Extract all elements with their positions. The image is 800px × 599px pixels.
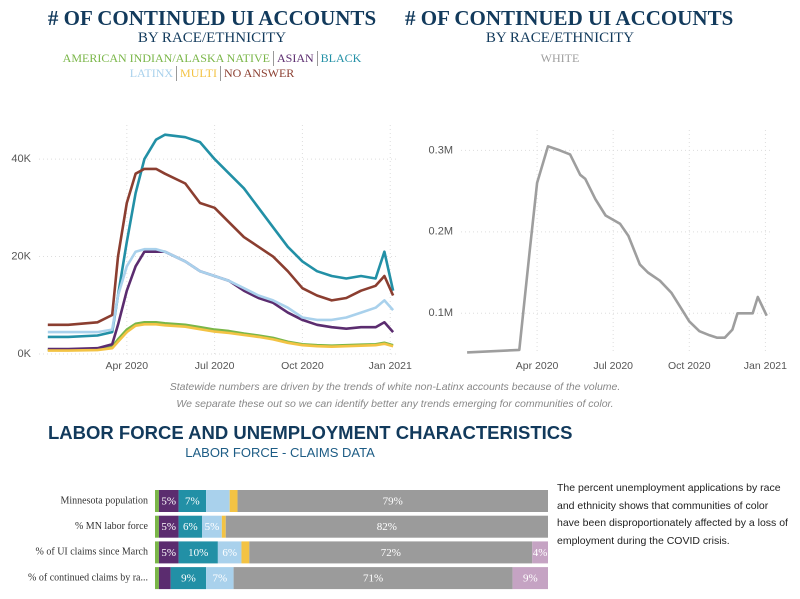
chart-subtitle: LABOR FORCE - CLAIMS DATA (185, 445, 375, 460)
bar-segment (229, 490, 238, 512)
bar-segment (512, 567, 548, 590)
y-tick-label: 0.2M (429, 226, 453, 238)
series-line (47, 133, 395, 339)
chart-title: LABOR FORCE AND UNEMPLOYMENT CHARACTERIS… (48, 422, 573, 443)
bar-segment (237, 490, 548, 512)
x-tick-label: Apr 2020 (516, 360, 559, 372)
value-label: 10% (188, 547, 208, 559)
legend-entry: BLACK (316, 51, 361, 66)
category-label: % MN labor force (75, 521, 149, 532)
chart-subtitle: BY RACE/ETHNICITY (137, 30, 287, 46)
chart-subtitle: BY RACE/ETHNICITY (485, 30, 635, 46)
series-line (467, 145, 768, 354)
value-label: 5% (161, 547, 176, 559)
bar-segment (206, 567, 234, 590)
series-line (47, 323, 394, 352)
bar-segment (178, 515, 203, 538)
value-label: 9% (523, 573, 538, 585)
x-tick-label: Jan 2021 (744, 360, 787, 372)
category-label: % of continued claims by ra... (28, 572, 148, 583)
category-label: Minnesota population (61, 495, 149, 506)
y-tick-label: 20K (11, 250, 31, 262)
note: We separate these out so we can identify… (176, 398, 614, 410)
bar-segment (158, 515, 179, 538)
x-tick-label: Jan 2021 (369, 360, 412, 372)
bar-segment (158, 567, 171, 590)
value-label: 5% (161, 521, 176, 533)
y-tick-label: 0.3M (429, 144, 453, 156)
series-line (47, 247, 395, 334)
value-label: 7% (185, 496, 200, 508)
bar-segment (158, 541, 179, 564)
legend: AMERICAN INDIAN/ALASKA NATIVE ASIAN BLACK (12, 51, 412, 66)
value-label: 72% (381, 547, 401, 559)
y-tick-label: 0.1M (429, 307, 453, 319)
bar-segment (233, 567, 513, 590)
value-label: 71% (363, 573, 383, 585)
legend-entry: NO ANSWER (219, 66, 294, 81)
bar-segment (155, 515, 159, 538)
description: The percent unemployment applications by… (557, 482, 788, 547)
bar-segment (202, 515, 222, 538)
x-tick-label: Jul 2020 (195, 360, 235, 372)
legend-entry: ASIAN (272, 51, 314, 66)
value-label: 7% (213, 573, 228, 585)
value-label: 6% (222, 547, 237, 559)
bar-segment (225, 515, 549, 538)
bar-segment (178, 490, 207, 512)
legend-entry: LATINX (129, 66, 174, 80)
bar-segment (155, 541, 159, 564)
value-label: 5% (205, 521, 220, 533)
chart-title: # OF CONTINUED UI ACCOUNTS (405, 6, 734, 30)
value-label: 5% (161, 496, 176, 508)
x-tick-label: Oct 2020 (281, 360, 324, 372)
bar-segment (221, 515, 226, 538)
category-label: % of UI claims since March (36, 547, 148, 558)
value-label: 82% (377, 521, 397, 533)
legend: WHITE (405, 51, 715, 66)
legend: LATINX MULTI NO ANSWER (12, 66, 412, 81)
y-tick-label: 0K (18, 348, 32, 360)
bar-segment (249, 541, 533, 564)
note: Statewide numbers are driven by the tren… (169, 381, 621, 393)
value-label: 4% (533, 547, 548, 559)
bar-segment (170, 567, 207, 590)
bar-segment (158, 490, 179, 512)
series-line (47, 167, 395, 327)
bar-segment (532, 541, 548, 564)
x-tick-label: Apr 2020 (105, 360, 148, 372)
x-tick-label: Oct 2020 (668, 360, 711, 372)
bar-segment (241, 541, 250, 564)
value-label: 6% (183, 521, 198, 533)
y-tick-label: 40K (11, 153, 31, 165)
legend-entry: AMERICAN INDIAN/ALASKA NATIVE (62, 51, 270, 65)
x-tick-label: Jul 2020 (593, 360, 633, 372)
bar-segment (178, 541, 218, 564)
bar-segment (155, 490, 159, 512)
value-label: 79% (383, 496, 403, 508)
legend-entry: WHITE (540, 51, 580, 65)
bar-segment (155, 567, 159, 590)
value-label: 9% (181, 573, 196, 585)
legend-entry: MULTI (176, 66, 217, 81)
bar-segment (217, 541, 242, 564)
bar-segment (206, 490, 230, 512)
chart-title: # OF CONTINUED UI ACCOUNTS (47, 6, 377, 30)
